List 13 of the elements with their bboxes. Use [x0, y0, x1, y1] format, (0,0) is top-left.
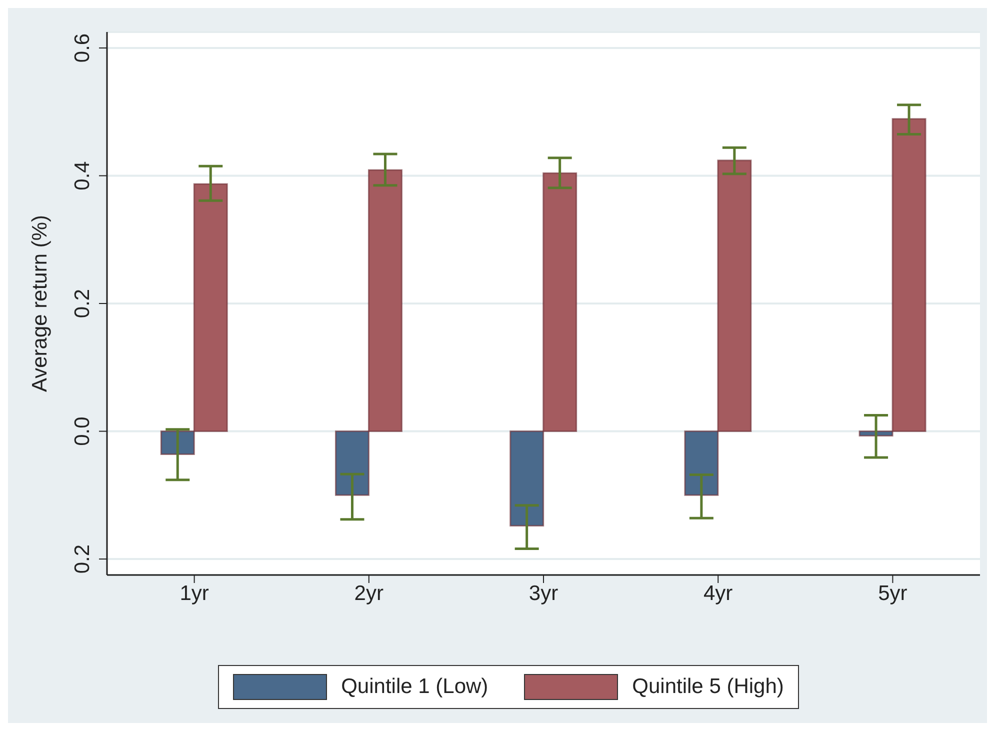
x-tick-label: 3yr [528, 582, 558, 605]
legend-label: Quintile 5 (High) [632, 675, 784, 699]
y-tick-label: 0.4 [71, 160, 94, 190]
x-tick-label: 1yr [180, 582, 209, 605]
y-tick-label: 0.6 [71, 33, 94, 63]
y-tick-label: 0.0 [71, 416, 94, 446]
x-tick-label: 2yr [354, 582, 384, 605]
y-tick-label: 0.2 [71, 544, 94, 574]
x-tick-label: 5yr [878, 582, 908, 605]
y-tick-label: 0.2 [71, 288, 94, 318]
legend-label: Quintile 1 (Low) [341, 675, 488, 699]
x-tick-label: 4yr [704, 582, 733, 605]
y-axis-title: Average return (%) [28, 214, 52, 392]
